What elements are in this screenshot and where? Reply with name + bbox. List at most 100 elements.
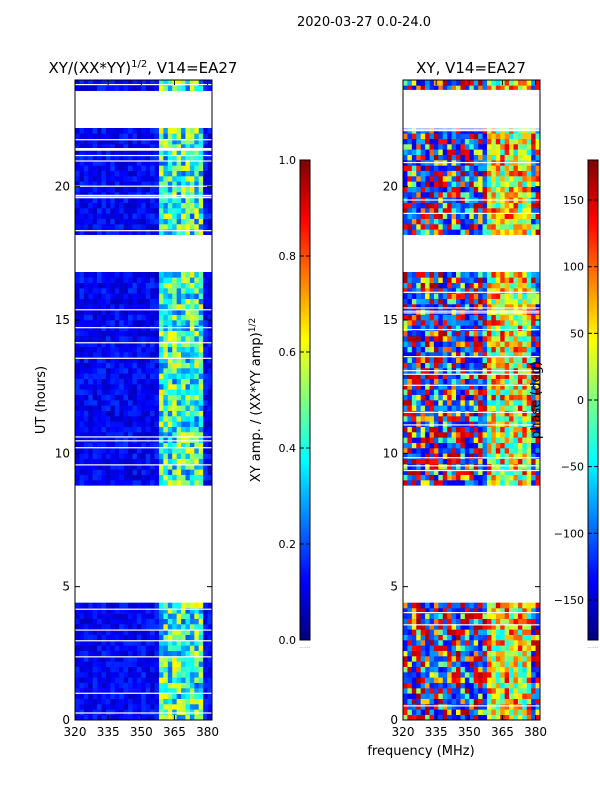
- heatmap-cell: [522, 362, 528, 369]
- heatmap-cell: [198, 426, 204, 433]
- heatmap-cell: [207, 704, 213, 710]
- heatmap-cell: [181, 341, 186, 347]
- heatmap-cell: [509, 400, 514, 406]
- heatmap-cell: [88, 80, 93, 86]
- heatmap-cell: [203, 218, 208, 225]
- heatmap-cell: [486, 330, 492, 337]
- heatmap-cell: [460, 389, 466, 395]
- heatmap-cell: [535, 469, 541, 475]
- heatmap-cell: [154, 373, 160, 379]
- heatmap-cell: [407, 314, 413, 321]
- heatmap-cell: [513, 288, 519, 294]
- heatmap-cell: [172, 432, 177, 438]
- heatmap-cell: [163, 293, 169, 299]
- heatmap-cell: [141, 288, 147, 294]
- heatmap-cell: [451, 698, 457, 705]
- heatmap-cell: [433, 309, 439, 315]
- heatmap-cell: [189, 133, 195, 139]
- heatmap-cell: [203, 133, 208, 139]
- heatmap-cell: [110, 384, 116, 390]
- heatmap-cell: [198, 666, 204, 673]
- heatmap-cell: [504, 362, 510, 369]
- heatmap-cell: [504, 213, 510, 219]
- heatmap-cell: [403, 384, 408, 390]
- heatmap-cell: [464, 277, 470, 283]
- heatmap-cell: [411, 304, 417, 310]
- heatmap-cell: [207, 384, 213, 390]
- heatmap-cell: [491, 624, 497, 630]
- heatmap-cell: [509, 698, 514, 705]
- heatmap-cell: [141, 181, 147, 187]
- heatmap-cell: [509, 688, 514, 694]
- heatmap-cell: [531, 320, 536, 326]
- heatmap-cell: [83, 709, 89, 715]
- heatmap-cell: [504, 373, 510, 379]
- heatmap-cell: [145, 293, 151, 299]
- heatmap-cell: [447, 224, 452, 230]
- heatmap-cell: [469, 421, 475, 427]
- heatmap-cell: [92, 213, 98, 219]
- heatmap-cell: [132, 389, 138, 395]
- heatmap-cell: [403, 288, 408, 294]
- heatmap-cell: [482, 325, 488, 331]
- heatmap-cell: [438, 704, 444, 710]
- heatmap-cell: [429, 645, 435, 651]
- heatmap-cell: [75, 416, 80, 422]
- amplitude-panel-title: XY/(XX*YY)1/2, V14=EA27: [49, 59, 238, 77]
- heatmap-cell: [189, 149, 195, 155]
- heatmap-cell: [411, 309, 417, 315]
- heatmap-cell: [119, 277, 124, 283]
- heatmap-cell: [83, 213, 89, 219]
- heatmap-cell: [456, 288, 461, 294]
- heatmap-cell: [203, 608, 208, 614]
- heatmap-cell: [411, 602, 417, 609]
- heatmap-cell: [97, 704, 102, 710]
- heatmap-cell: [203, 400, 208, 406]
- heatmap-cell: [145, 389, 151, 395]
- heatmap-cell: [425, 602, 430, 609]
- heatmap-cell: [110, 698, 116, 705]
- heatmap-cell: [150, 608, 155, 614]
- heatmap-cell: [509, 170, 514, 177]
- heatmap-cell: [136, 144, 142, 150]
- heatmap-cell: [531, 218, 536, 225]
- heatmap-cell: [447, 384, 452, 390]
- heatmap-cell: [429, 426, 435, 433]
- heatmap-cell: [79, 320, 85, 326]
- heatmap-cell: [189, 677, 195, 683]
- heatmap-cell: [469, 480, 475, 486]
- heatmap-cell: [451, 613, 457, 619]
- heatmap-cell: [119, 416, 124, 422]
- heatmap-cell: [145, 85, 151, 91]
- heatmap-cell: [132, 432, 138, 438]
- heatmap-cell: [119, 608, 124, 614]
- heatmap-cell: [486, 469, 492, 475]
- heatmap-cell: [194, 613, 200, 619]
- heatmap-cell: [189, 330, 195, 337]
- heatmap-cell: [495, 480, 501, 486]
- heatmap-cell: [75, 272, 80, 278]
- heatmap-cell: [198, 416, 204, 422]
- heatmap-cell: [105, 458, 111, 465]
- heatmap-cell: [154, 442, 160, 449]
- heatmap-cell: [207, 464, 213, 470]
- flagged-row: [75, 309, 212, 311]
- heatmap-cell: [460, 298, 466, 305]
- heatmap-cell: [509, 176, 514, 182]
- heatmap-cell: [145, 336, 151, 342]
- heatmap-cell: [500, 410, 505, 417]
- heatmap-cell: [429, 336, 435, 342]
- heatmap-cell: [486, 186, 492, 193]
- heatmap-cell: [456, 208, 461, 214]
- heatmap-cell: [478, 357, 483, 363]
- heatmap-cell: [407, 208, 413, 214]
- flagged-row: [75, 447, 212, 449]
- heatmap-cell: [500, 469, 505, 475]
- heatmap-cell: [132, 304, 138, 310]
- heatmap-cell: [167, 272, 173, 278]
- heatmap-cell: [407, 213, 413, 219]
- heatmap-cell: [464, 389, 470, 395]
- heatmap-cell: [433, 458, 439, 465]
- heatmap-cell: [433, 394, 439, 401]
- heatmap-cell: [420, 314, 426, 321]
